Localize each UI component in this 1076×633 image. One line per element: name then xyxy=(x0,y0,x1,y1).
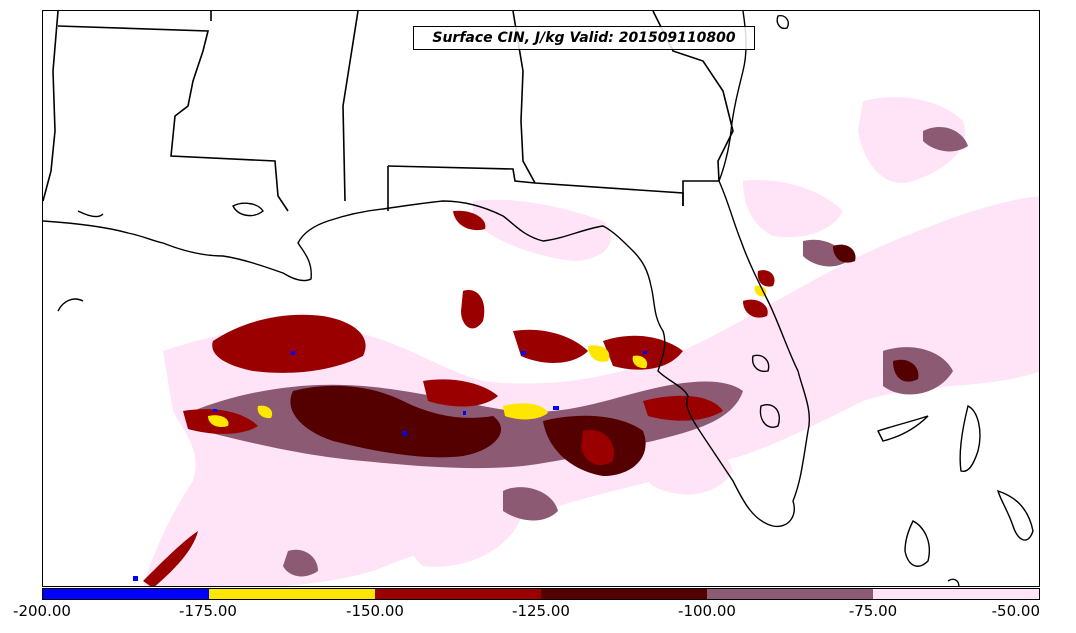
colorbar-segment-3 xyxy=(375,589,541,599)
colorbar-segment-6 xyxy=(873,589,1039,599)
colorbar-tick-label: -150.00 xyxy=(346,602,404,620)
cin-shading-light xyxy=(143,97,1039,586)
cin-shading-yellow xyxy=(208,285,767,427)
colorbar-segment-1 xyxy=(43,589,209,599)
colorbar-tick-label: -75.00 xyxy=(848,602,898,620)
map-title: Surface CIN, J/kg Valid: 201509110800 xyxy=(413,26,755,50)
colorbar-tick-label: -125.00 xyxy=(512,602,570,620)
colorbar-tick-label: -50.00 xyxy=(991,602,1040,620)
colorbar-tick-label: -100.00 xyxy=(678,602,736,620)
map-panel: Surface CIN, J/kg Valid: 201509110800 xyxy=(42,10,1040,587)
colorbar-segment-5 xyxy=(707,589,873,599)
cin-shading-blue xyxy=(133,351,647,581)
colorbar-segment-2 xyxy=(209,589,375,599)
colorbar-segment-4 xyxy=(541,589,707,599)
colorbar xyxy=(42,588,1040,600)
colorbar-tick-label: -175.00 xyxy=(179,602,237,620)
state-boundaries xyxy=(43,11,734,212)
coastline xyxy=(43,11,1034,586)
cin-map xyxy=(43,11,1039,586)
colorbar-tick-label: -200.00 xyxy=(13,602,71,620)
